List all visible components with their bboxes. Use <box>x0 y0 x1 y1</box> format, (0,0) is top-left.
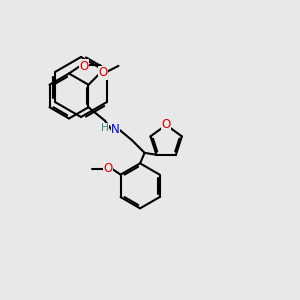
Text: O: O <box>162 118 171 131</box>
Text: O: O <box>80 59 88 73</box>
Text: N: N <box>111 123 120 136</box>
Text: O: O <box>98 66 107 79</box>
Text: O: O <box>103 162 112 175</box>
Text: H: H <box>101 123 109 133</box>
